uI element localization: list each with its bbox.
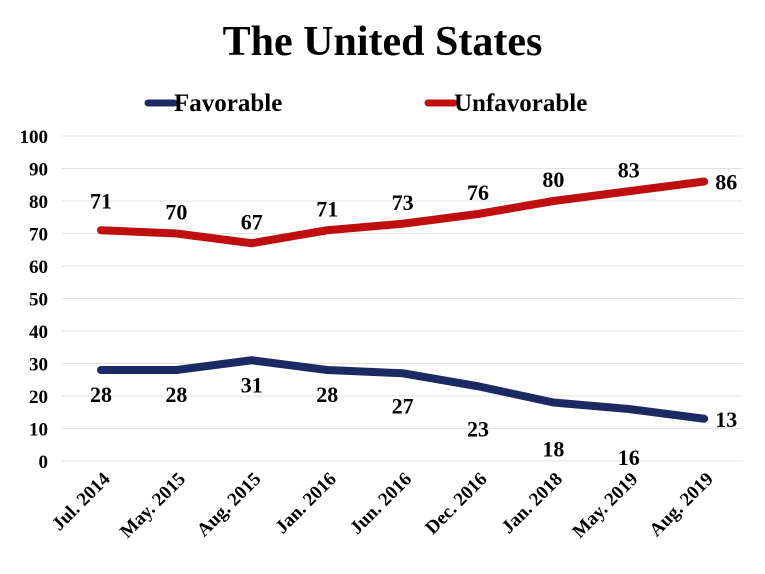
x-tick-label: Dec. 2016	[421, 469, 491, 539]
data-label: 28	[90, 382, 112, 407]
data-label: 67	[241, 209, 263, 234]
x-tick-label: May. 2019	[569, 469, 643, 543]
x-tick-label: May. 2015	[116, 469, 190, 543]
data-label: 16	[618, 445, 640, 470]
x-tick-label: Aug. 2019	[645, 469, 717, 541]
x-tick-label: Jul. 2014	[48, 468, 115, 535]
data-label: 76	[467, 180, 489, 205]
y-tick-label: 30	[29, 355, 48, 376]
x-tick-label: Jun. 2016	[346, 469, 416, 539]
data-label: 80	[542, 167, 564, 192]
data-label: 83	[618, 157, 640, 182]
data-label: 71	[316, 196, 338, 221]
y-tick-label: 10	[29, 420, 48, 441]
series-line-unfavorable	[97, 177, 709, 248]
data-label: 31	[241, 372, 263, 397]
series-line-favorable	[97, 356, 709, 423]
chart-title: The United States	[222, 19, 543, 65]
y-tick-label: 70	[29, 225, 48, 246]
y-tick-label: 50	[29, 290, 48, 311]
data-label: 73	[392, 190, 414, 215]
data-label: 71	[90, 188, 112, 213]
y-tick-label: 90	[29, 160, 48, 181]
y-tick-label: 0	[39, 452, 49, 473]
data-label: 28	[316, 382, 338, 407]
y-tick-label: 20	[29, 387, 48, 408]
data-label: 27	[392, 393, 414, 418]
data-label: 86	[715, 170, 737, 195]
legend-label: Unfavorable	[454, 90, 587, 117]
x-tick-label: Aug. 2015	[193, 469, 265, 541]
y-tick-label: 100	[20, 127, 49, 148]
y-tick-label: 60	[29, 257, 48, 278]
data-label: 70	[165, 200, 187, 225]
data-label: 28	[165, 382, 187, 407]
data-label: 13	[715, 407, 737, 432]
y-tick-label: 40	[29, 322, 48, 343]
legend-label: Favorable	[174, 90, 282, 117]
y-tick-label: 80	[29, 192, 48, 213]
data-label: 23	[467, 416, 489, 441]
data-label: 18	[542, 437, 564, 462]
x-tick-label: Jan. 2018	[498, 469, 567, 538]
x-tick-label: Jan. 2016	[271, 469, 340, 538]
